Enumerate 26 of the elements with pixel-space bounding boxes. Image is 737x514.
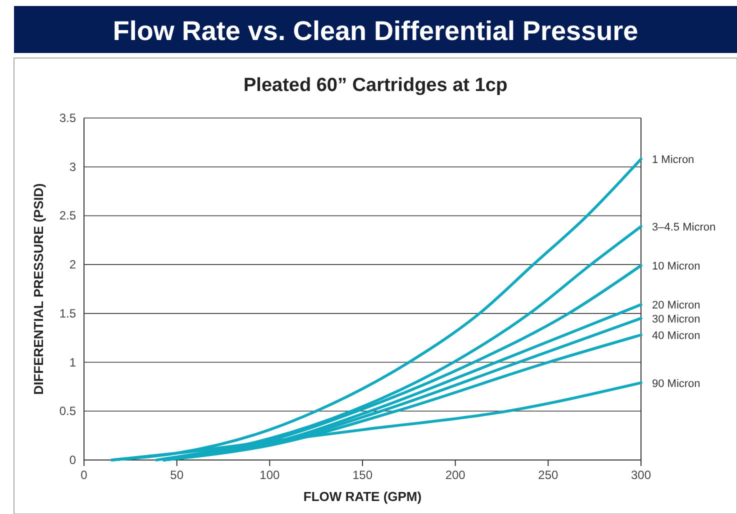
x-tick-label: 150 (352, 468, 373, 482)
chart-title: Flow Rate vs. Clean Differential Pressure (112, 16, 638, 46)
series-label: 10 Micron (652, 260, 700, 273)
x-tick-label: 0 (80, 468, 88, 482)
series-label: 3–4.5 Micron (652, 221, 716, 234)
y-tick-label: 0.5 (59, 404, 76, 418)
series-label: 30 Micron (652, 314, 700, 326)
y-tick-label: 1 (69, 355, 76, 370)
series-label: 40 Micron (652, 330, 700, 342)
y-tick-label: 3 (69, 160, 76, 174)
x-tick-label: 300 (630, 468, 652, 482)
x-tick-label: 50 (170, 468, 184, 482)
series-label: 20 Micron (652, 300, 700, 312)
series-label: 90 Micron (652, 378, 700, 390)
y-tick-label: 1.5 (59, 306, 76, 320)
x-tick-label: 200 (445, 468, 466, 482)
y-tick-label: 2.5 (59, 208, 76, 223)
x-tick-label: 100 (260, 468, 280, 482)
y-tick-label: 3.5 (59, 111, 76, 125)
x-axis-title: FLOW RATE (GPM) (303, 489, 422, 504)
y-tick-label: 0 (69, 453, 76, 467)
y-axis-title: DIFFERENTIAL PRESSURE (PSID) (31, 183, 46, 395)
x-tick-label: 250 (538, 468, 558, 482)
chart-subtitle: Pleated 60” Cartridges at 1cp (244, 75, 508, 96)
series-label: 1 Micron (652, 154, 694, 166)
y-tick-label: 2 (69, 258, 76, 272)
